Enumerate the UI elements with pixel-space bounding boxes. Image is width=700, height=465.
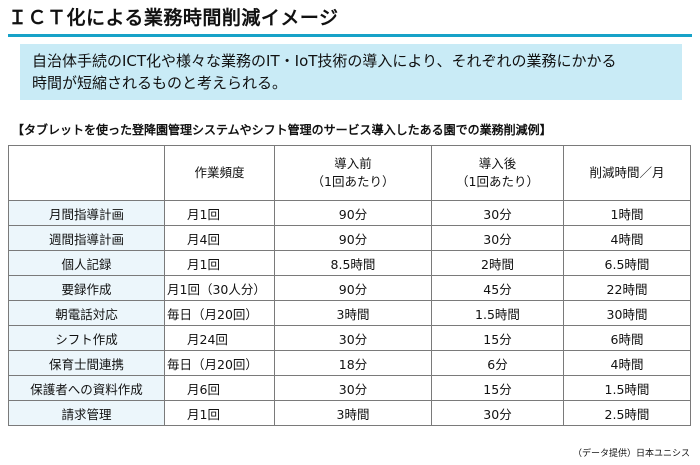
row-frequency: 月4回 <box>164 225 275 251</box>
table-header-row: 作業頻度 導入前 （1回あたり） 導入後 （1回あたり） 削減時間／月 <box>8 145 691 201</box>
row-before: 3時間 <box>274 400 432 426</box>
row-reduction: 6時間 <box>563 325 691 351</box>
header-after-line2: （1回あたり） <box>456 174 539 189</box>
reduction-table: 作業頻度 導入前 （1回あたり） 導入後 （1回あたり） 削減時間／月 月間指導… <box>8 145 691 426</box>
intro-line-2: 時間が短縮されるものと考えられる。 <box>32 74 288 92</box>
row-after: 1.5時間 <box>431 300 564 326</box>
row-after: 15分 <box>431 325 564 351</box>
row-before: 90分 <box>274 225 432 251</box>
row-task-name: 請求管理 <box>8 400 165 426</box>
row-task-name: 要録作成 <box>8 275 165 301</box>
row-before: 18分 <box>274 350 432 376</box>
row-before: 30分 <box>274 375 432 401</box>
row-before: 90分 <box>274 200 432 226</box>
header-after: 導入後 （1回あたり） <box>431 145 564 201</box>
row-frequency: 月1回（30人分） <box>164 275 275 301</box>
header-frequency: 作業頻度 <box>164 145 275 201</box>
header-before: 導入前 （1回あたり） <box>274 145 432 201</box>
row-task-name: 週間指導計画 <box>8 225 165 251</box>
row-frequency: 毎日（月20回） <box>164 300 275 326</box>
row-before: 90分 <box>274 275 432 301</box>
header-after-line1: 導入後 <box>478 156 517 171</box>
table-row: 保護者への資料作成 月6回 30分 15分 1.5時間 <box>8 375 691 401</box>
table-row: 要録作成 月1回（30人分） 90分 45分 22時間 <box>8 275 691 301</box>
row-reduction: 1時間 <box>563 200 691 226</box>
row-frequency: 月1回 <box>164 200 275 226</box>
table-row: 週間指導計画 月4回 90分 30分 4時間 <box>8 225 691 251</box>
row-reduction: 2.5時間 <box>563 400 691 426</box>
row-frequency: 毎日（月20回） <box>164 350 275 376</box>
row-task-name: 保育士間連携 <box>8 350 165 376</box>
row-reduction: 4時間 <box>563 225 691 251</box>
row-task-name: 保護者への資料作成 <box>8 375 165 401</box>
row-task-name: シフト作成 <box>8 325 165 351</box>
table-row: 月間指導計画 月1回 90分 30分 1時間 <box>8 200 691 226</box>
row-frequency: 月1回 <box>164 400 275 426</box>
row-after: 30分 <box>431 400 564 426</box>
row-before: 30分 <box>274 325 432 351</box>
table-row: 保育士間連携 毎日（月20回） 18分 6分 4時間 <box>8 350 691 376</box>
row-before: 3時間 <box>274 300 432 326</box>
row-task-name: 個人記録 <box>8 250 165 276</box>
row-before: 8.5時間 <box>274 250 432 276</box>
intro-line-1: 自治体手続のICT化や様々な業務のIT・IoT技術の導入により、それぞれの業務に… <box>32 52 617 70</box>
row-after: 15分 <box>431 375 564 401</box>
row-reduction: 6.5時間 <box>563 250 691 276</box>
row-reduction: 30時間 <box>563 300 691 326</box>
row-after: 30分 <box>431 200 564 226</box>
row-reduction: 1.5時間 <box>563 375 691 401</box>
intro-box: 自治体手続のICT化や様々な業務のIT・IoT技術の導入により、それぞれの業務に… <box>20 44 682 100</box>
row-after: 45分 <box>431 275 564 301</box>
row-task-name: 月間指導計画 <box>8 200 165 226</box>
data-source-note: （データ提供）日本ユニシス <box>572 449 690 459</box>
row-reduction: 4時間 <box>563 350 691 376</box>
row-reduction: 22時間 <box>563 275 691 301</box>
table-caption: 【タブレットを使った登降園管理システムやシフト管理のサービス導入したある園での業… <box>12 123 552 137</box>
row-frequency: 月1回 <box>164 250 275 276</box>
header-before-line1: 導入前 <box>334 156 372 171</box>
table-row: シフト作成 月24回 30分 15分 6時間 <box>8 325 691 351</box>
table-row: 朝電話対応 毎日（月20回） 3時間 1.5時間 30時間 <box>8 300 691 326</box>
row-after: 2時間 <box>431 250 564 276</box>
table-row: 個人記録 月1回 8.5時間 2時間 6.5時間 <box>8 250 691 276</box>
row-task-name: 朝電話対応 <box>8 300 165 326</box>
header-reduction: 削減時間／月 <box>563 145 691 201</box>
row-frequency: 月6回 <box>164 375 275 401</box>
header-blank-cell <box>8 145 165 201</box>
header-before-line2: （1回あたり） <box>311 174 395 189</box>
row-after: 30分 <box>431 225 564 251</box>
row-frequency: 月24回 <box>164 325 275 351</box>
table-row: 請求管理 月1回 3時間 30分 2.5時間 <box>8 400 691 426</box>
row-after: 6分 <box>431 350 564 376</box>
page-title: ＩＣＴ化による業務時間削減イメージ <box>8 3 692 37</box>
